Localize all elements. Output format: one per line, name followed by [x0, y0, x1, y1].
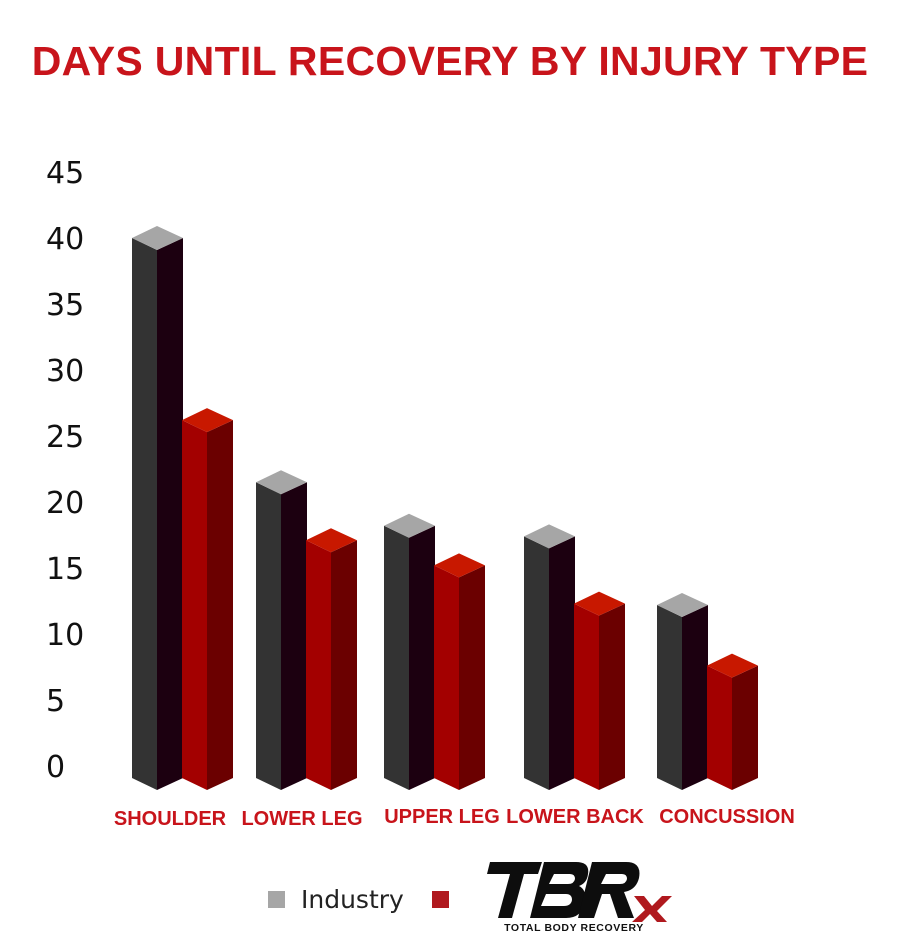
y-tick-label: 0: [46, 750, 65, 785]
logo-subtitle: TOTAL BODY RECOVERY: [504, 922, 644, 934]
x-tick-label: UPPER LEG: [384, 806, 500, 828]
y-tick-label: 15: [46, 552, 84, 587]
x-axis: SHOULDER LOWER LEG UPPER LEG LOWER BACK CONC…: [114, 806, 795, 830]
legend: Industry: [268, 882, 493, 916]
bar: [657, 592, 708, 790]
y-tick-label: 20: [46, 486, 84, 521]
y-tick-label: 30: [46, 354, 84, 389]
y-tick-label: 35: [46, 288, 84, 323]
chart-title: DAYS UNTIL RECOVERY BY INJURY TYPE: [31, 38, 869, 84]
y-tick-label: 45: [46, 156, 84, 191]
x-tick-label: LOWER LEG: [241, 808, 362, 830]
bar: [574, 591, 625, 790]
bars: [132, 226, 758, 790]
legend-swatch-industry: [268, 890, 285, 908]
tbrx-logo-mark: [487, 862, 672, 922]
bar: [306, 528, 357, 790]
legend-swatch-second-series: [431, 890, 449, 908]
bar: [707, 653, 758, 790]
bar: [434, 553, 485, 790]
y-tick-label: 25: [46, 420, 84, 455]
y-tick-label: 40: [46, 222, 84, 257]
bar: [256, 470, 307, 790]
bar: [182, 408, 233, 790]
legend-label-industry: Industry: [301, 884, 404, 914]
bar: [524, 524, 575, 790]
y-axis: 45 40 35 30 25 20 15 10 5 0: [46, 156, 84, 785]
y-tick-label: 5: [46, 684, 65, 719]
tbrx-logo: TOTAL BODY RECOVERY: [484, 852, 674, 940]
bar: [384, 513, 435, 790]
x-tick-label: LOWER BACK: [506, 806, 644, 828]
y-tick-label: 10: [46, 618, 84, 653]
bar-chart: 45 40 35 30 25 20 15 10 5 0 SHOULDER LOWER LEG UPPE…: [46, 156, 795, 830]
x-tick-label: SHOULDER: [114, 808, 227, 830]
x-tick-label: CONCUSSION: [659, 806, 795, 828]
bar: [132, 226, 183, 790]
